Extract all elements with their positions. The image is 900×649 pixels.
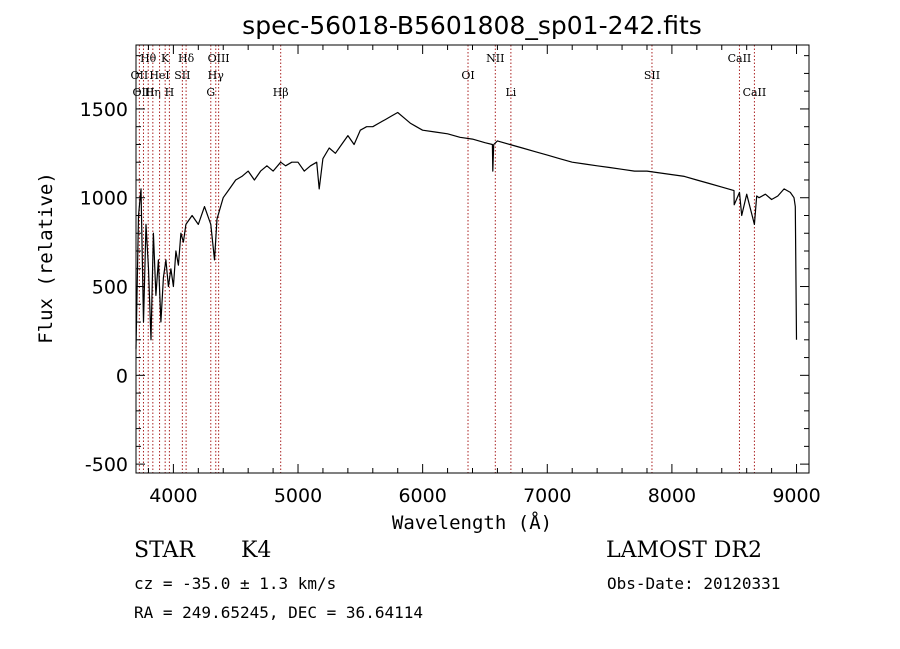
line-marker-label: K (161, 52, 170, 65)
line-marker-label: Hη (145, 86, 161, 99)
x-tick-label: 5000 (274, 485, 322, 507)
line-marker-label: SII (644, 69, 660, 82)
line-marker-label: CaII (728, 52, 752, 65)
obs-date-text: Obs-Date: 20120331 (607, 574, 781, 593)
redshift-text: cz = -35.0 ± 1.3 km/s (134, 574, 337, 593)
object-subclass: K4 (241, 538, 272, 563)
y-tick-label: 0 (116, 365, 128, 387)
line-marker-label: Hθ (140, 52, 157, 65)
plot-axes: 4000 5000 6000 7000 8000 9000 -500 0 500 1000 1500 (80, 44, 821, 507)
chart-title: spec-56018-B5601808_sp01-242.fits (242, 11, 702, 40)
ra-dec-text: RA = 249.65245, DEC = 36.64114 (134, 603, 423, 622)
object-class: STAR (134, 538, 195, 563)
spectrum-series (135, 111, 798, 349)
line-marker-label: Hβ (273, 86, 289, 99)
x-tick-label: 8000 (648, 485, 696, 507)
line-marker-label: OII (131, 69, 149, 82)
x-tick-label: 4000 (149, 485, 197, 507)
line-marker-label: Hγ (208, 69, 225, 82)
line-marker-label: NII (486, 52, 504, 65)
line-marker-label: HeI (149, 69, 169, 82)
spectrum-line (135, 111, 798, 349)
y-tick-label: 500 (92, 277, 128, 299)
x-tick-label: 7000 (523, 485, 571, 507)
y-axis-label: Flux (relative) (35, 172, 57, 344)
x-axis-label: Wavelength (Å) (392, 511, 552, 534)
x-tick-label: 9000 (772, 485, 820, 507)
y-tick-label: 1000 (80, 188, 128, 210)
plot-frame (135, 44, 810, 474)
line-marker-label: CaII (743, 86, 767, 99)
line-marker-label: Hδ (178, 52, 195, 65)
line-marker-label: Li (505, 86, 516, 99)
y-tick-label: 1500 (80, 99, 128, 121)
x-tick-label: 6000 (398, 485, 446, 507)
line-marker-label: G (206, 86, 215, 99)
line-marker-label: SII (174, 69, 190, 82)
line-marker-label: OI (461, 69, 474, 82)
spectral-line-markers: HθOIIOIIIHηHeIKHSIIHδGHγOIIIHβOINIILiSII… (131, 45, 767, 473)
line-marker-label: OIII (208, 52, 230, 65)
y-tick-label: -500 (85, 454, 128, 476)
line-marker-label: OIII (132, 86, 154, 99)
survey-name: LAMOST DR2 (606, 538, 762, 563)
line-marker-label: H (165, 86, 175, 99)
